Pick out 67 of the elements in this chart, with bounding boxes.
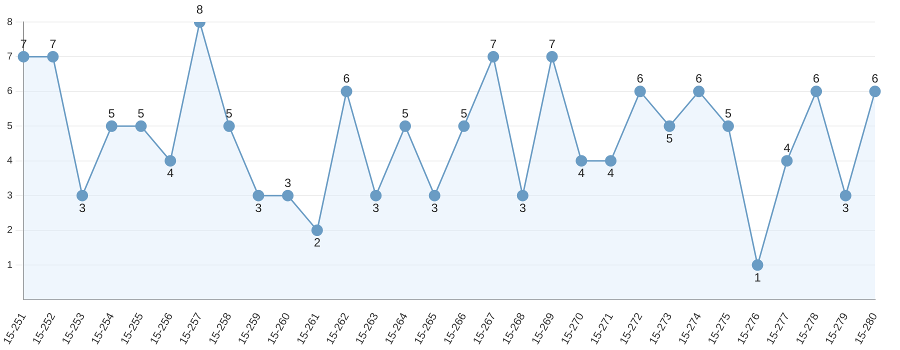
data-label: 2 xyxy=(314,236,321,250)
data-label: 7 xyxy=(20,37,28,52)
data-label: 5 xyxy=(138,106,145,120)
point xyxy=(223,120,235,132)
point xyxy=(810,86,822,98)
data-label: 5 xyxy=(460,106,468,120)
y-tick-label: 2 xyxy=(7,225,13,236)
point xyxy=(781,155,793,167)
point xyxy=(106,120,118,132)
point xyxy=(164,155,176,167)
data-label: 7 xyxy=(548,37,556,52)
data-label: 6 xyxy=(872,72,879,86)
point xyxy=(576,155,588,167)
data-label: 6 xyxy=(343,72,350,86)
point xyxy=(722,120,734,132)
point xyxy=(370,190,382,202)
point xyxy=(664,120,676,132)
point xyxy=(282,190,294,202)
point xyxy=(311,224,323,236)
data-label: 5 xyxy=(226,106,233,120)
data-label: 4 xyxy=(607,166,614,180)
y-tick-label: 5 xyxy=(7,120,13,132)
data-label: 3 xyxy=(255,200,262,215)
data-label: 4 xyxy=(578,166,586,180)
point xyxy=(605,155,617,167)
y-tick-label: 4 xyxy=(7,156,13,167)
data-label: 5 xyxy=(666,131,674,146)
data-label: 5 xyxy=(108,106,116,120)
point xyxy=(76,190,88,202)
data-label: 4 xyxy=(167,166,174,180)
point xyxy=(428,190,440,202)
data-label: 3 xyxy=(519,200,526,215)
point xyxy=(252,190,264,202)
point xyxy=(135,120,147,132)
point xyxy=(458,120,470,132)
point xyxy=(840,190,852,202)
data-label: 7 xyxy=(490,37,497,52)
point xyxy=(546,50,558,62)
data-label: 8 xyxy=(196,2,204,16)
data-label: 3 xyxy=(284,176,292,190)
y-tick-label: 6 xyxy=(7,86,13,98)
data-label: 6 xyxy=(812,72,820,86)
y-tick-label: 3 xyxy=(7,190,13,202)
point xyxy=(693,86,705,98)
data-label: 1 xyxy=(754,270,762,284)
data-label: 5 xyxy=(402,106,409,120)
data-label: 5 xyxy=(724,106,732,120)
data-label: 4 xyxy=(784,141,791,156)
data-label: 3 xyxy=(372,200,380,215)
point xyxy=(634,86,646,98)
data-label: 3 xyxy=(78,200,86,215)
y-tick-label: 7 xyxy=(7,51,13,62)
data-label: 6 xyxy=(695,72,702,86)
data-label: 3 xyxy=(431,200,438,215)
point xyxy=(488,50,500,62)
point xyxy=(869,86,881,98)
point xyxy=(18,50,30,62)
data-label: 6 xyxy=(636,72,644,86)
point xyxy=(516,190,528,202)
y-tick-label: 8 xyxy=(7,16,13,28)
point xyxy=(752,259,764,271)
y-tick-label: 1 xyxy=(7,260,13,271)
data-label: 7 xyxy=(50,37,57,52)
data-label: 3 xyxy=(842,200,850,215)
point xyxy=(47,50,59,62)
point xyxy=(399,120,411,132)
point xyxy=(340,86,352,98)
